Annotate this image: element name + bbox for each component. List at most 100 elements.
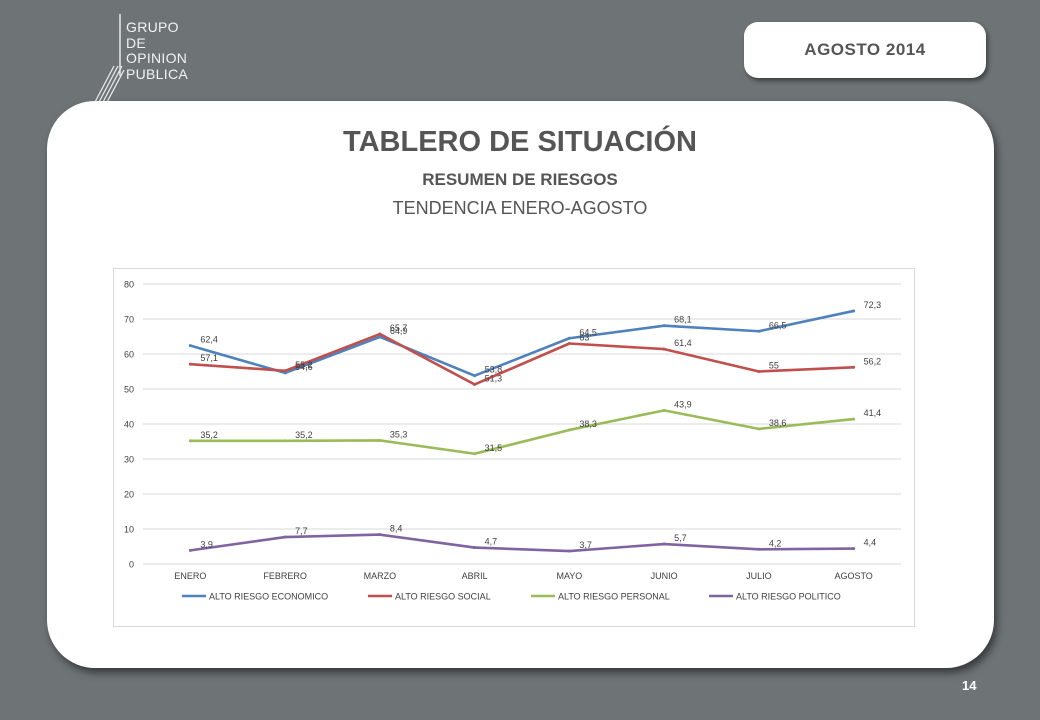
data-point	[567, 336, 571, 340]
data-point	[188, 362, 192, 366]
data-point	[188, 344, 192, 348]
logo-line: OPINION	[126, 50, 188, 66]
data-point	[378, 335, 382, 339]
data-point	[188, 548, 192, 552]
data-label: 8,4	[390, 524, 403, 534]
data-point	[852, 417, 856, 421]
data-point	[378, 533, 382, 537]
y-tick-label: 40	[124, 420, 134, 430]
data-point	[378, 438, 382, 442]
data-point	[473, 546, 477, 550]
data-label: 31,5	[485, 443, 503, 453]
series-line	[189, 309, 855, 377]
data-point	[473, 382, 477, 386]
data-label: 63	[579, 333, 589, 343]
data-point	[188, 439, 192, 443]
data-label: 68,1	[674, 315, 692, 325]
data-label: 7,7	[295, 526, 308, 536]
data-point	[662, 347, 666, 351]
y-tick-label: 80	[124, 280, 134, 290]
legend-label: ALTO RIESGO POLITICO	[736, 592, 841, 602]
series-line	[189, 409, 855, 456]
data-point	[662, 542, 666, 546]
data-label: 64,9	[390, 326, 408, 336]
logo-text: GRUPO DE OPINION PUBLICA	[126, 19, 189, 82]
data-label: 4,7	[485, 537, 498, 547]
data-label: 4,2	[769, 538, 782, 548]
data-point	[473, 452, 477, 456]
data-point	[283, 439, 287, 443]
y-tick-label: 70	[124, 315, 134, 325]
data-label: 53,8	[485, 365, 503, 375]
x-tick-label: AGOSTO	[834, 571, 872, 581]
data-label: 66,5	[769, 320, 787, 330]
chart-container: 0 10 20 30 40 50 60 70 80 ENERO FEBRERO MARZO ABRIL M…	[113, 268, 915, 627]
data-point	[852, 365, 856, 369]
data-point	[852, 547, 856, 551]
legend-label: ALTO RIESGO ECONOMICO	[209, 592, 328, 602]
data-label: 3,7	[579, 540, 592, 550]
data-point	[757, 329, 761, 333]
x-tick-label: ENERO	[174, 571, 206, 581]
data-point	[757, 427, 761, 431]
line-chart: 0 10 20 30 40 50 60 70 80 ENERO FEBRERO MARZO ABRIL M…	[124, 280, 901, 602]
logo-mark-icon	[93, 14, 125, 105]
page-subtitle-secondary: TENDENCIA ENERO-AGOSTO	[392, 198, 648, 218]
data-label: 43,9	[674, 399, 692, 409]
y-tick-label: 10	[124, 525, 134, 535]
data-point	[567, 342, 571, 345]
y-tick-label: 30	[124, 455, 134, 465]
date-badge: AGOSTO 2014	[744, 22, 986, 78]
data-label: 35,2	[200, 430, 218, 440]
y-tick-label: 60	[124, 350, 134, 360]
series-line	[189, 332, 855, 386]
data-point	[662, 408, 666, 412]
x-tick-label: MARZO	[364, 571, 397, 581]
data-point	[662, 324, 666, 328]
data-label: 57,1	[200, 353, 218, 363]
x-tick-label: ABRIL	[462, 571, 488, 581]
data-point	[757, 547, 761, 551]
data-label: 41,4	[864, 408, 882, 418]
y-tick-label: 0	[129, 560, 134, 570]
x-tick-label: JUNIO	[651, 571, 678, 581]
data-label: 38,6	[769, 418, 787, 428]
logo-line: DE	[126, 34, 147, 51]
data-label: 4,4	[864, 538, 877, 548]
page-subtitle: RESUMEN DE RIESGOS	[422, 170, 618, 189]
x-tick-label: MAYO	[556, 571, 582, 581]
data-label: 35,2	[295, 430, 313, 440]
data-label: 35,3	[390, 429, 408, 439]
data-point	[283, 535, 287, 539]
x-tick-label: FEBRERO	[263, 571, 307, 581]
data-point	[473, 374, 477, 378]
x-tick-label: JULIO	[746, 571, 772, 581]
data-point	[852, 309, 856, 313]
data-point	[757, 370, 761, 373]
page-number: 14	[962, 678, 977, 693]
data-label: 3,9	[200, 539, 213, 549]
data-label: 72,3	[864, 300, 882, 310]
data-label: 61,4	[674, 338, 692, 348]
data-label: 64,5	[579, 327, 597, 337]
data-label: 51,3	[485, 373, 503, 383]
legend-label: ALTO RIESGO SOCIAL	[395, 592, 491, 602]
data-point	[283, 371, 287, 375]
data-label: 56,2	[864, 356, 882, 366]
data-point	[378, 332, 382, 336]
data-label: 5,7	[674, 533, 687, 543]
data-point	[567, 549, 571, 553]
logo-line: GRUPO	[126, 19, 179, 35]
data-point	[283, 369, 287, 373]
data-label: 55	[769, 361, 779, 371]
legend-label: ALTO RIESGO PERSONAL	[558, 592, 670, 602]
data-label: 62,4	[200, 335, 218, 345]
logo-line: PUBLICA	[126, 65, 189, 82]
page-title: TABLERO DE SITUACIÓN	[343, 126, 697, 158]
y-tick-label: 50	[124, 385, 134, 395]
data-point	[567, 428, 571, 432]
y-tick-label: 20	[124, 490, 134, 500]
data-label: 55,2	[295, 360, 313, 370]
data-label: 54,6	[295, 362, 313, 372]
series-line	[189, 533, 855, 553]
